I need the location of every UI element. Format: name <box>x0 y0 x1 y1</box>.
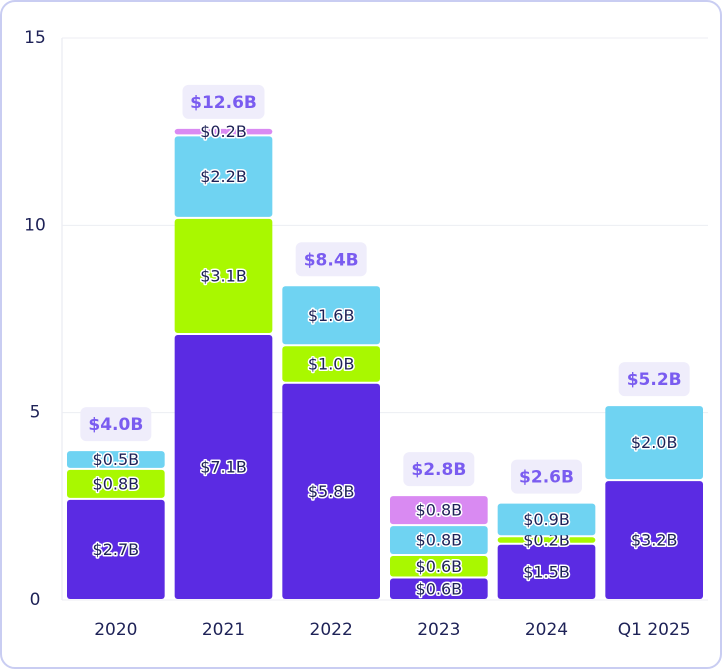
segment-label: $5.8B <box>308 482 355 501</box>
total-label-box <box>511 459 582 494</box>
segment-label: $3.1B <box>200 266 247 285</box>
bar-segment <box>605 481 703 599</box>
x-tick-label: Q1 2025 <box>618 620 691 640</box>
bar-segment <box>174 218 273 333</box>
total-label-box <box>182 84 265 119</box>
bar-segment <box>390 578 488 599</box>
bar-segment <box>67 469 165 498</box>
bar-segment <box>282 286 380 345</box>
segment-label: $1.0B <box>308 354 355 373</box>
y-tick-label: 15 <box>24 28 46 48</box>
total-label: $2.6B <box>519 468 574 488</box>
bar-segment <box>497 544 596 599</box>
total-label-box <box>403 452 475 487</box>
segment-label: $0.8B <box>93 474 140 493</box>
segment-label: $2.2B <box>200 167 247 186</box>
y-tick-label: 0 <box>30 590 41 610</box>
x-tick-label: 2021 <box>202 620 245 640</box>
bar-segment <box>282 346 380 382</box>
bar-segment <box>497 503 596 536</box>
bar-segment <box>282 383 380 599</box>
bar-segment <box>174 136 273 217</box>
bar-segment <box>390 496 488 525</box>
segment-label: $0.8B <box>416 531 463 550</box>
total-label-box <box>618 362 690 397</box>
total-label-box <box>80 407 152 442</box>
segment-label: $0.2B <box>200 122 247 141</box>
x-tick-label: 2024 <box>525 620 568 640</box>
x-tick-label: 2022 <box>310 620 353 640</box>
segment-label: $1.5B <box>523 562 570 581</box>
bar-segment <box>605 406 703 480</box>
x-tick-label: 2023 <box>417 620 460 640</box>
segment-label: $2.7B <box>93 540 140 559</box>
segment-label: $1.6B <box>308 306 355 325</box>
total-label: $8.4B <box>304 250 359 270</box>
segment-label: $2.0B <box>631 433 678 452</box>
bar-segment <box>497 537 596 543</box>
bar-segment <box>174 128 273 135</box>
bar-segment <box>67 451 165 468</box>
segment-label: $3.2B <box>631 531 678 550</box>
segment-label: $7.1B <box>200 457 247 476</box>
bar-segment <box>390 556 488 577</box>
total-label-box <box>295 242 367 277</box>
bar-segment <box>174 334 273 599</box>
y-tick-label: 5 <box>30 403 41 423</box>
segment-label: $0.9B <box>523 510 570 529</box>
segment-label: $0.5B <box>93 450 140 469</box>
x-tick-label: 2020 <box>94 620 137 640</box>
segment-label: $0.6B <box>416 579 463 598</box>
total-label: $4.0B <box>88 415 143 435</box>
segment-label: $0.6B <box>416 557 463 576</box>
total-label: $5.2B <box>627 370 682 390</box>
y-tick-label: 10 <box>24 215 46 235</box>
total-label: $12.6B <box>190 93 257 113</box>
segment-label: $0.8B <box>416 501 463 520</box>
bar-segment <box>67 499 165 599</box>
bar-segment <box>390 526 488 555</box>
total-label: $2.8B <box>411 460 466 480</box>
